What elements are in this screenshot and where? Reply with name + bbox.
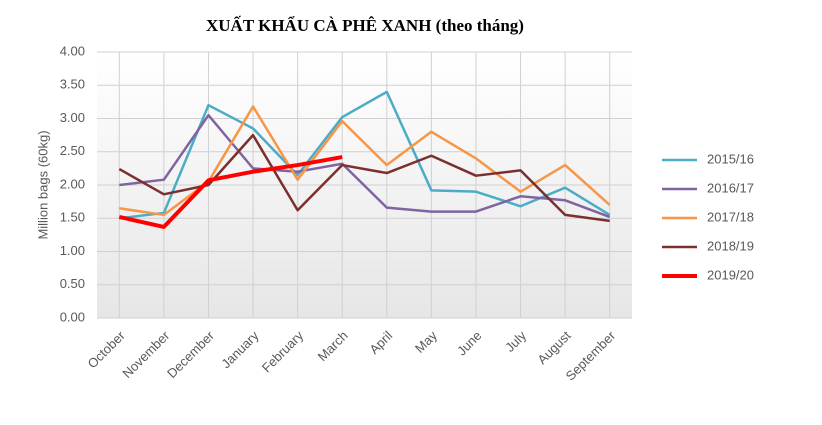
legend-label: 2015/16 xyxy=(707,151,754,166)
x-tick-label: December xyxy=(164,327,217,380)
y-tick-label: 3.00 xyxy=(60,110,85,125)
y-tick-label: 0.00 xyxy=(60,309,85,324)
y-tick-label: 1.50 xyxy=(60,210,85,225)
series-line xyxy=(119,113,611,219)
y-tick-label: 1.00 xyxy=(60,243,85,258)
y-tick-label: 4.00 xyxy=(60,43,85,58)
x-tick-label: November xyxy=(119,327,172,380)
y-axis-label: Million bags (60kg) xyxy=(35,130,50,239)
x-tick-label: August xyxy=(534,328,573,367)
x-tick-label: May xyxy=(412,328,440,356)
legend-label: 2017/18 xyxy=(707,209,754,224)
y-tick-label: 3.50 xyxy=(60,77,85,92)
legend-label: 2016/17 xyxy=(707,180,754,195)
y-tick-label: 0.50 xyxy=(60,276,85,291)
x-tick-label: July xyxy=(502,328,529,355)
chart-title: XUẤT KHẨU CÀ PHÊ XANH (theo tháng) xyxy=(206,16,524,35)
x-tick-label: June xyxy=(454,328,485,359)
x-tick-label: April xyxy=(366,328,395,357)
y-tick-label: 2.50 xyxy=(60,143,85,158)
x-tick-label: March xyxy=(315,328,351,364)
series-line xyxy=(118,155,343,229)
x-tick-label: October xyxy=(85,327,129,371)
legend-label: 2018/19 xyxy=(707,238,754,253)
series-line xyxy=(119,90,611,220)
x-tick-label: February xyxy=(259,328,307,376)
x-tick-label: January xyxy=(218,328,262,372)
y-tick-label: 2.00 xyxy=(60,176,85,191)
legend-label: 2019/20 xyxy=(707,267,754,282)
x-tick-label: September xyxy=(563,327,619,383)
